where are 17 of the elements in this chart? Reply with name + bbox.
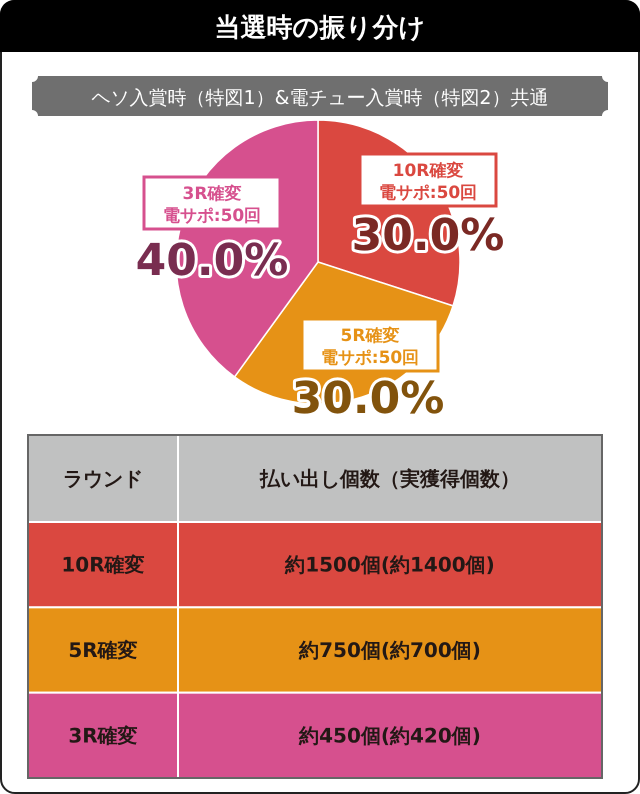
text: 約750個(約700個) [298,638,481,662]
chart-title: 当選時の振り分け [214,13,426,43]
chart-subtitle: ヘソ入賞時（特図1）&電チュー入賞時（特図2）共通 [92,87,548,109]
data-label: 30.0% [292,373,444,424]
text: 払い出し個数（実獲得個数） [259,466,520,490]
text: 5R確変 [68,638,138,662]
text: 10R確変 [61,552,145,577]
slice-label: 10R確変 [392,161,464,181]
text: ラウンド [63,466,143,490]
text: 電サポ:50回 [320,348,420,368]
text: 電サポ:50回 [378,183,478,203]
text: 電サポ:50回 [162,206,262,226]
text: 約1500個(約1400個) [284,552,495,577]
text: 3R確変 [68,723,138,748]
slice-label: 5R確変 [340,326,400,346]
text: 約450個(約420個) [298,723,481,748]
slice-label: 3R確変 [182,184,242,204]
